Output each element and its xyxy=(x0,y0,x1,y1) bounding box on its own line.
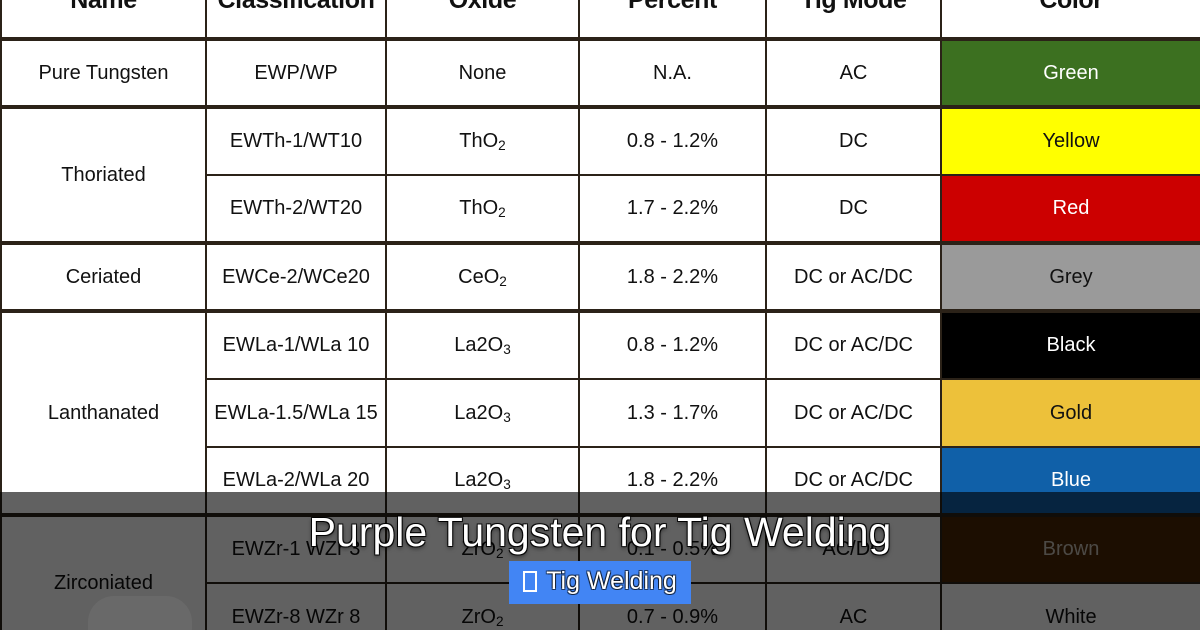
cell-percent: N.A. xyxy=(578,37,767,108)
oxide-subscript: 2 xyxy=(498,137,506,153)
cell-oxide: None xyxy=(385,37,580,108)
video-overlay-content: Purple Tungsten for Tig Welding Tig Weld… xyxy=(0,492,1200,630)
oxide-subscript: 2 xyxy=(498,204,506,220)
oxide-formula: La2O xyxy=(454,334,504,356)
cell-classification: EWTh-2/WT20 xyxy=(205,174,387,244)
missing-glyph-box-icon xyxy=(523,571,538,593)
cell-classification: EWP/WP xyxy=(205,37,387,108)
column-header-color: Color xyxy=(940,0,1200,41)
column-header-classification: Classification xyxy=(205,0,387,41)
column-header-percent: Percent xyxy=(578,0,767,41)
cell-classification: EWLa-1/WLa 10 xyxy=(205,309,387,380)
cell-oxide: ThO2 xyxy=(385,174,580,244)
table-row: Ceriated EWCe-2/WCe20 CeO2 1.8 - 2.2% DC or … xyxy=(0,241,1200,312)
oxide-formula: ThO xyxy=(459,197,499,219)
oxide-subscript: 3 xyxy=(503,409,511,425)
cell-name: Thoriated xyxy=(0,105,207,244)
cell-color-swatch: Yellow xyxy=(940,105,1200,176)
cell-tig-mode: AC xyxy=(765,37,942,108)
cell-percent: 1.8 - 2.2% xyxy=(578,241,767,312)
table-row: EWTh-2/WT20 ThO2 1.7 - 2.2% DC Red xyxy=(1,174,1200,244)
oxide-subscript: 3 xyxy=(503,476,511,492)
cell-classification: EWCe-2/WCe20 xyxy=(205,241,387,312)
cell-color-swatch: Grey xyxy=(940,241,1200,312)
table-row: Thoriated EWTh-1/WT10 ThO2 0.8 - 1.2% DC Yell… xyxy=(0,105,1200,244)
cell-color-swatch: Red xyxy=(940,174,1200,244)
table-row: EWLa-1.5/WLa 15 La2O3 1.3 - 1.7% DC or AC/D… xyxy=(1,378,1200,448)
cell-classification: EWLa-1.5/WLa 15 xyxy=(205,378,387,448)
oxide-formula: CeO xyxy=(458,265,500,288)
oxide-formula: ThO xyxy=(459,130,499,152)
cell-name: Lanthanated xyxy=(0,309,207,516)
cell-color-swatch: Green xyxy=(940,37,1200,108)
cell-tig-mode: DC or AC/DC xyxy=(765,309,942,380)
cell-tig-mode: DC xyxy=(765,174,942,244)
cell-name: Ceriated xyxy=(0,241,207,312)
cell-color-swatch: Gold xyxy=(940,378,1200,448)
overlay-channel-badge[interactable]: Tig Welding xyxy=(509,561,691,605)
cell-tig-mode: DC xyxy=(765,105,942,176)
oxide-formula: None xyxy=(458,61,507,84)
cell-name: Pure Tungsten xyxy=(0,37,207,108)
cell-tig-mode: DC or AC/DC xyxy=(765,241,942,312)
cell-classification: EWTh-1/WT10 xyxy=(205,105,387,176)
oxide-formula: La2O xyxy=(454,469,504,491)
cell-color-swatch: Black xyxy=(940,309,1200,380)
cell-percent: 1.3 - 1.7% xyxy=(578,378,767,448)
cell-oxide: La2O3 xyxy=(385,309,580,380)
cell-oxide: La2O3 xyxy=(385,378,580,448)
column-header-oxide: Oxide xyxy=(385,0,580,41)
column-header-name: Name xyxy=(0,0,207,41)
cell-percent: 1.7 - 2.2% xyxy=(578,174,767,244)
cell-percent: 0.8 - 1.2% xyxy=(578,309,767,380)
oxide-subscript: 3 xyxy=(503,341,511,357)
oxide-subscript: 2 xyxy=(499,273,507,289)
table-header-row: Name Classification Oxide Percent Tig Mo… xyxy=(0,0,1200,41)
cell-oxide: ThO2 xyxy=(385,105,580,176)
overlay-title: Purple Tungsten for Tig Welding xyxy=(308,509,892,555)
cell-percent: 0.8 - 1.2% xyxy=(578,105,767,176)
overlay-badge-label: Tig Welding xyxy=(546,567,677,596)
table-row: Lanthanated EWLa-1/WLa 10 La2O3 0.8 - 1.2% D… xyxy=(0,309,1200,516)
table-body: Pure Tungsten EWP/WP None N.A. AC Green Thoria… xyxy=(0,37,1200,630)
table-row: Pure Tungsten EWP/WP None N.A. AC Green xyxy=(0,37,1200,108)
oxide-formula: La2O xyxy=(454,401,504,424)
cell-tig-mode: DC or AC/DC xyxy=(765,378,942,448)
cell-oxide: CeO2 xyxy=(385,241,580,312)
column-header-tig-mode: Tig Mode xyxy=(765,0,942,41)
